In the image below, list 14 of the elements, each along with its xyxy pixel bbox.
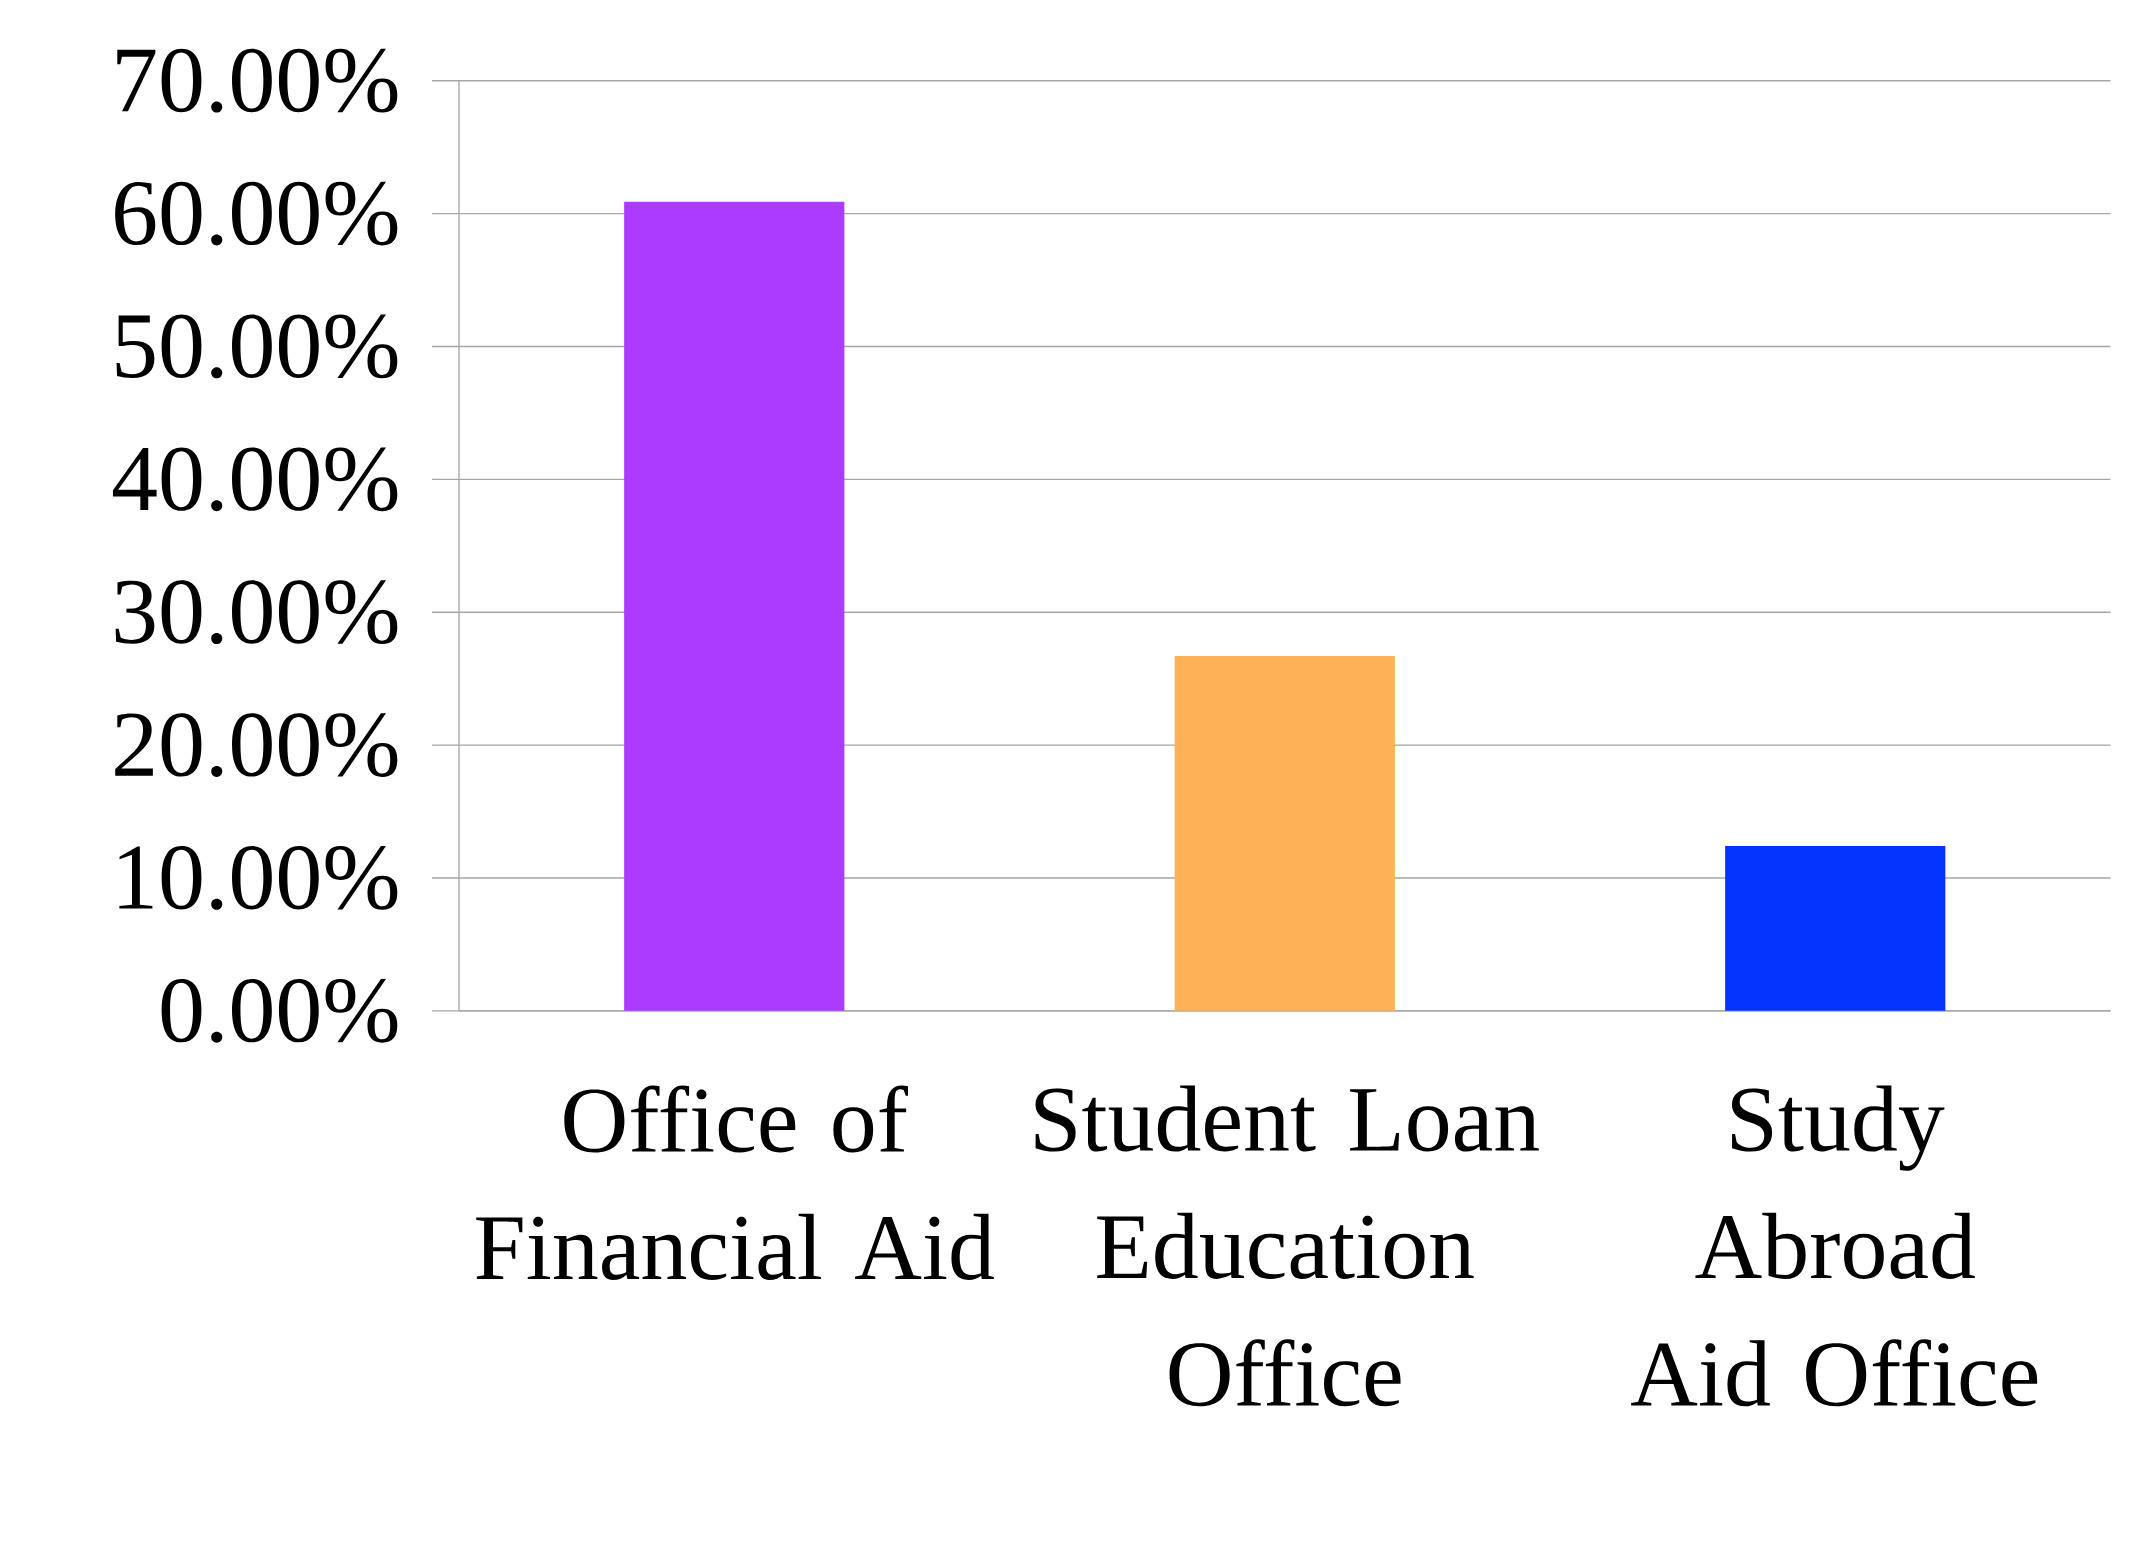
x-tick-label: Study Abroad Aid Office <box>1631 1085 2038 1407</box>
x-tick-label: Student Loan Education Office <box>1035 1085 1539 1407</box>
y-tick-label: 70.00% <box>117 49 398 113</box>
y-tick-label: 50.00% <box>116 314 398 379</box>
bar <box>1174 656 1395 1012</box>
y-tick-label: 30.00% <box>115 580 398 645</box>
y-tick-label: 10.00% <box>119 846 398 911</box>
y-tick-label: 60.00% <box>115 181 398 246</box>
y-tick-label: 40.00% <box>112 447 398 512</box>
bar <box>1725 846 1946 1012</box>
bar <box>624 201 845 1012</box>
y-tick-label: 0.00% <box>161 979 398 1043</box>
x-tick-label: Office of Financial Aid <box>476 1085 994 1281</box>
y-tick-label: 20.00% <box>115 713 398 778</box>
